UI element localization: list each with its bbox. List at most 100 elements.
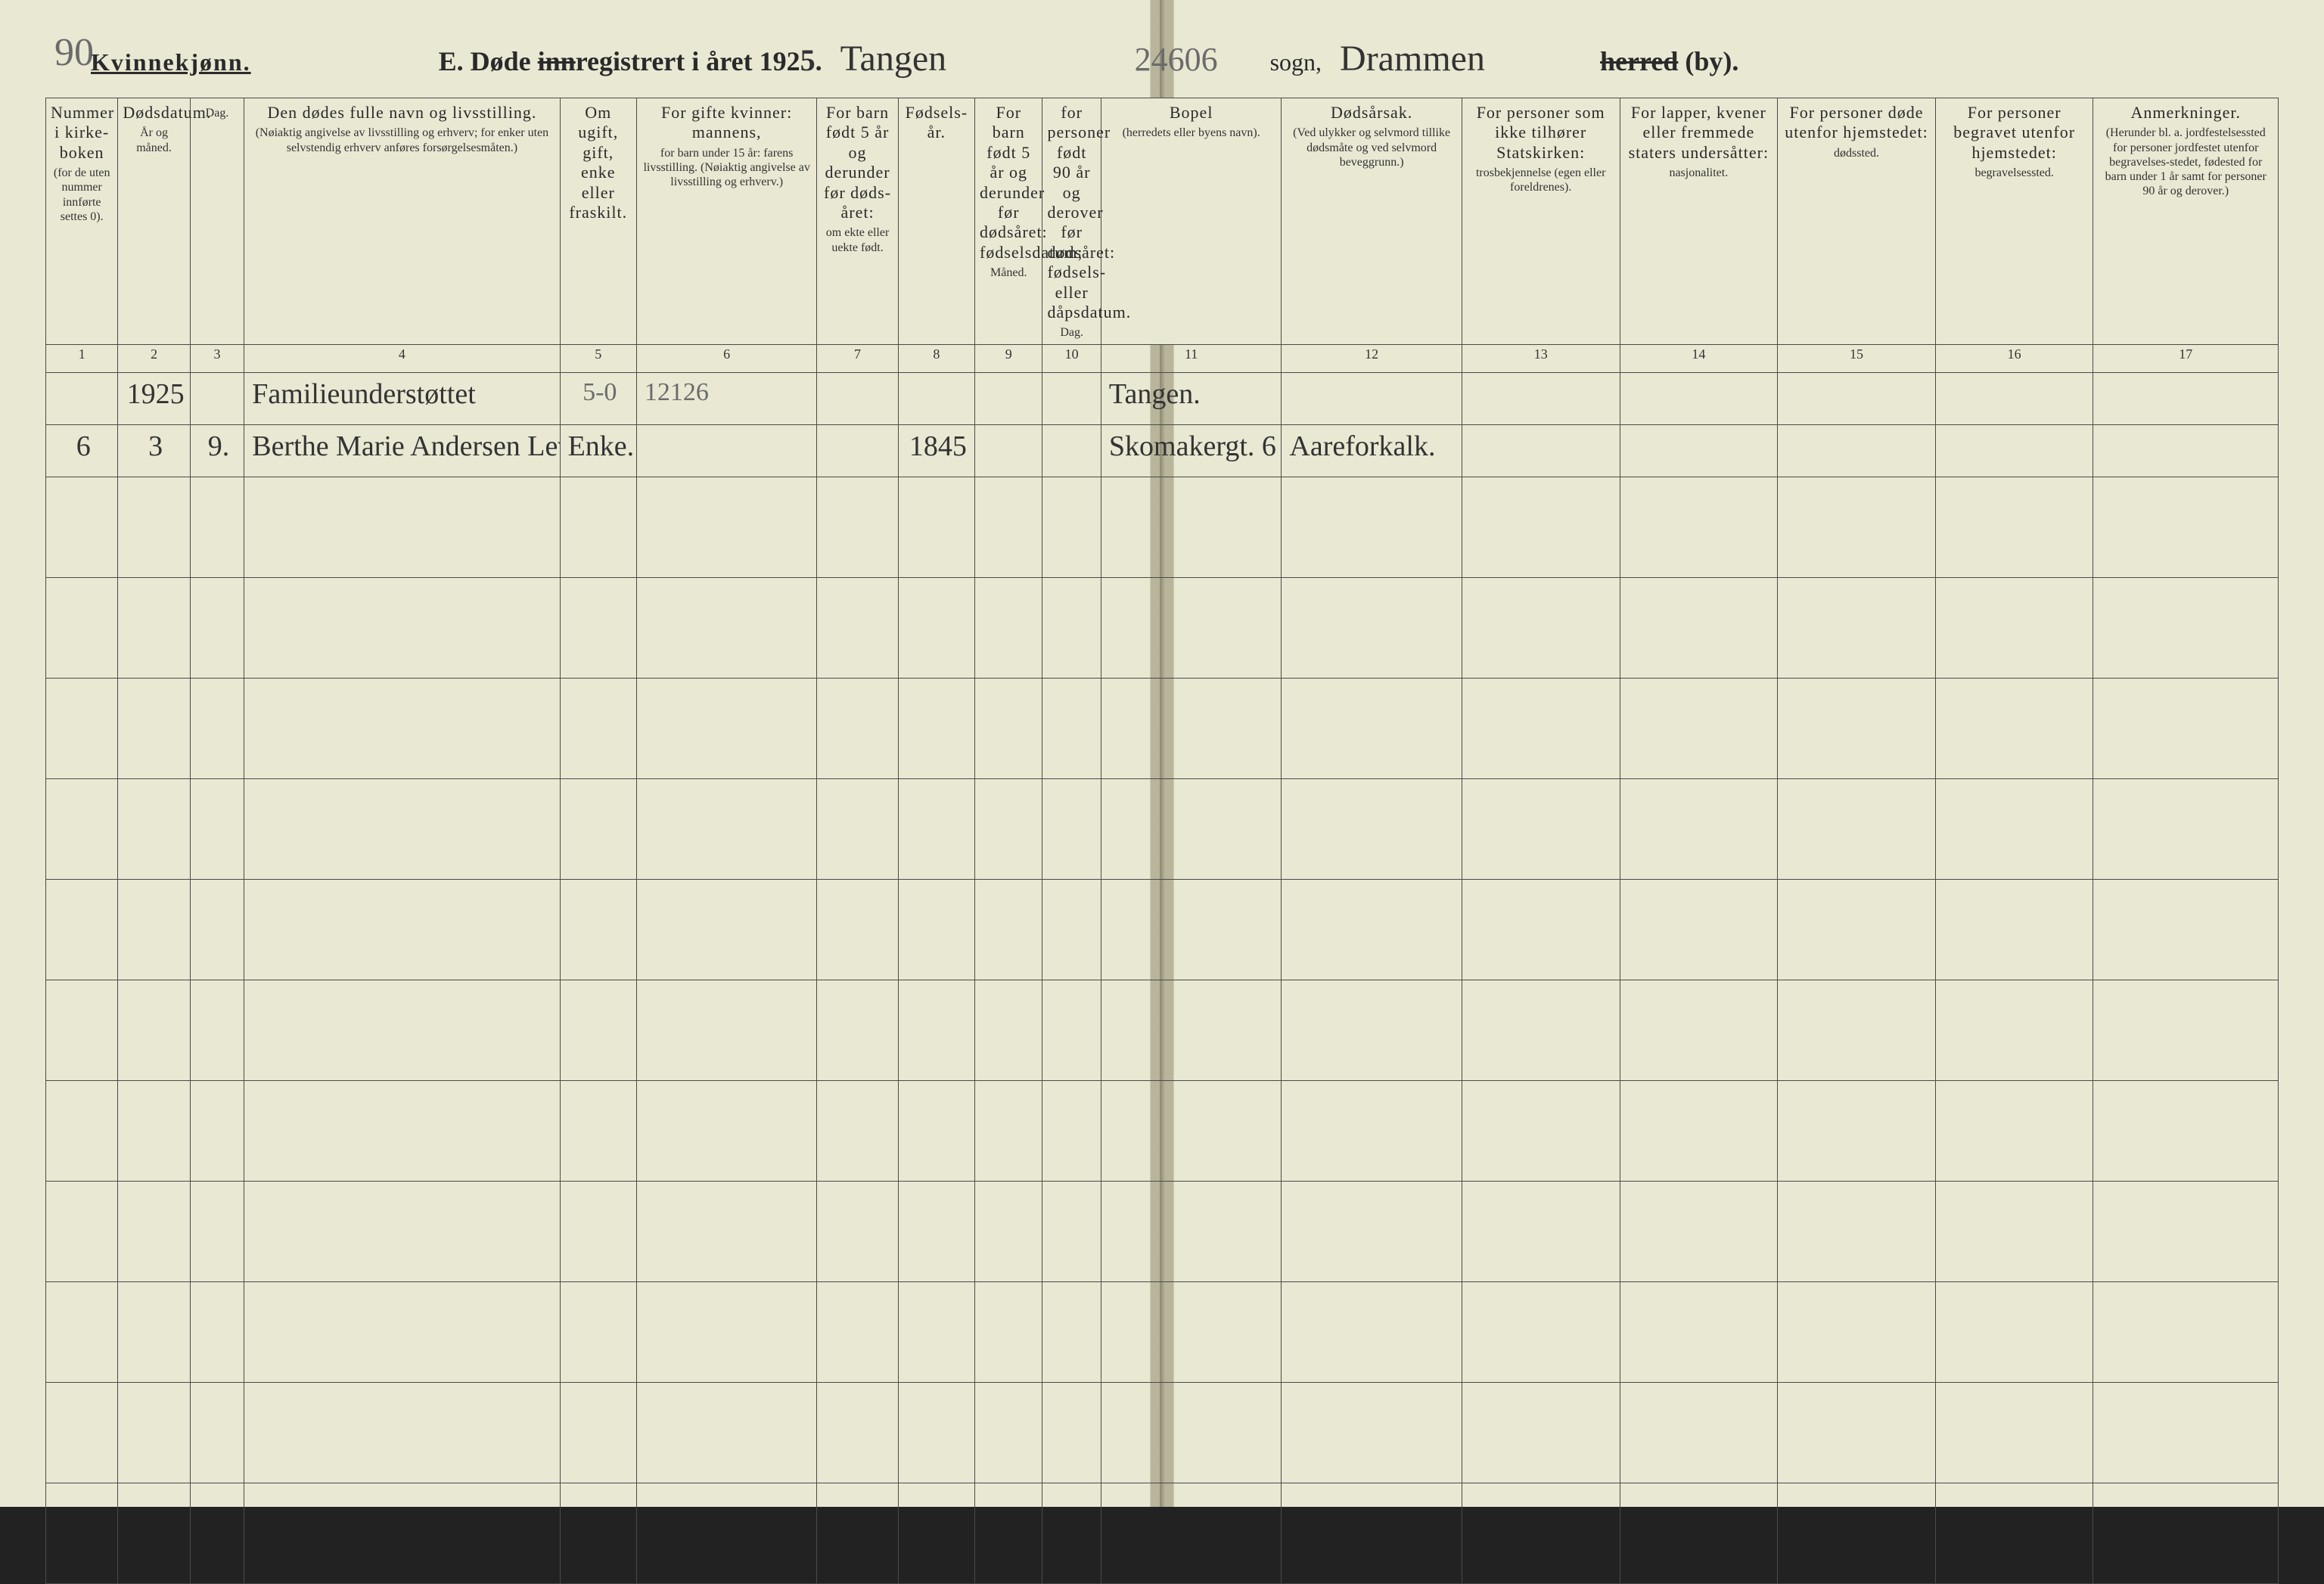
- blank-cell: [1620, 779, 1778, 880]
- blank-cell: [560, 1182, 636, 1282]
- cell-c8: 1845: [898, 425, 974, 477]
- blank-cell: [636, 1282, 816, 1383]
- col-header-6: For gifte kvinner: mannens,for barn unde…: [636, 98, 816, 345]
- cell-c6: [636, 425, 816, 477]
- col-header-2: Dødsdatum.År og måned.: [118, 98, 190, 345]
- cell-c5: 5-0: [560, 373, 636, 425]
- col-header-sub: (herredets eller byens navn).: [1106, 126, 1276, 140]
- header-line: Kvinnekjønn. E. Døde innregistrert i åre…: [45, 30, 2279, 79]
- blank-cell: [1101, 1483, 1281, 1584]
- col-header-15: For personer døde utenfor hjemstedet: død…: [1778, 98, 1936, 345]
- blank-cell: [1935, 779, 2093, 880]
- blank-cell: [1935, 1282, 2093, 1383]
- blank-cell: [118, 1483, 190, 1584]
- blank-cell: [898, 1383, 974, 1483]
- blank-cell: [817, 880, 898, 980]
- blank-cell: [636, 679, 816, 779]
- blank-cell: [817, 1282, 898, 1383]
- col-header-13: For personer som ikke tilhører Statskirk…: [1462, 98, 1620, 345]
- col-header-sub: (Ved ulykker og selvmord tillike dødsmåt…: [1286, 126, 1456, 169]
- cell-c13: [1462, 373, 1620, 425]
- blank-cell: [1935, 1081, 2093, 1182]
- blank-cell: [1620, 980, 1778, 1081]
- blank-cell: [636, 779, 816, 880]
- blank-cell: [975, 880, 1042, 980]
- blank-cell: [1935, 1383, 2093, 1483]
- blank-cell: [190, 1182, 244, 1282]
- col-header-sub: dødssted.: [1782, 146, 1931, 160]
- blank-cell: [1620, 1182, 1778, 1282]
- blank-cell: [1042, 980, 1101, 1081]
- blank-cell: [1935, 679, 2093, 779]
- title-punct: .: [816, 46, 822, 76]
- col-number: 14: [1620, 345, 1778, 373]
- blank-cell: [1620, 1081, 1778, 1182]
- col-header-main: Dødsårsak.: [1286, 103, 1456, 123]
- blank-cell: [1042, 779, 1101, 880]
- col-number: 17: [2093, 345, 2279, 373]
- sogn-value: Tangen: [840, 38, 1083, 79]
- blank-cell: [2093, 980, 2279, 1081]
- blank-row: [46, 477, 2279, 578]
- title-struck: inn: [538, 46, 576, 76]
- col-header-sub: nasjonalitet.: [1625, 166, 1773, 180]
- col-number: 16: [1935, 345, 2093, 373]
- col-number: 12: [1282, 345, 1462, 373]
- herred-label: herred (by).: [1600, 45, 1738, 77]
- blank-cell: [1778, 1182, 1936, 1282]
- blank-cell: [1778, 578, 1936, 679]
- col-header-main: Den dødes fulle navn og livsstilling.: [249, 103, 555, 123]
- blank-cell: [1042, 1383, 1101, 1483]
- col-header-main: For personer begravet utenfor hjemstedet…: [1940, 103, 2089, 163]
- blank-cell: [636, 1383, 816, 1483]
- blank-row: [46, 779, 2279, 880]
- col-number: 7: [817, 345, 898, 373]
- blank-cell: [636, 578, 816, 679]
- blank-cell: [817, 1081, 898, 1182]
- blank-cell: [817, 477, 898, 578]
- col-header-5: Om ugift, gift, enke eller fraskilt.: [560, 98, 636, 345]
- blank-cell: [1620, 880, 1778, 980]
- col-number: 4: [244, 345, 560, 373]
- blank-cell: [118, 880, 190, 980]
- cell-c12: [1282, 373, 1462, 425]
- cell-c9: [975, 425, 1042, 477]
- table-row: 639.Berthe Marie Andersen LevstølEnke.18…: [46, 425, 2279, 477]
- blank-cell: [1778, 880, 1936, 980]
- blank-row: [46, 1081, 2279, 1182]
- blank-cell: [898, 578, 974, 679]
- cell-c4: Familieunderstøttet: [244, 373, 560, 425]
- blank-cell: [118, 1081, 190, 1182]
- cell-c17: [2093, 425, 2279, 477]
- cell-c7: [817, 373, 898, 425]
- blank-cell: [560, 679, 636, 779]
- blank-row: [46, 1383, 2279, 1483]
- blank-cell: [1042, 1182, 1101, 1282]
- col-header-main: For personer døde utenfor hjemstedet:: [1782, 103, 1931, 143]
- table-head: Nummer i kirke-boken(for de uten nummer …: [46, 98, 2279, 345]
- blank-cell: [2093, 779, 2279, 880]
- blank-cell: [46, 1383, 118, 1483]
- blank-cell: [244, 1182, 560, 1282]
- col-header-17: Anmerkninger.(Herunder bl. a. jordfestel…: [2093, 98, 2279, 345]
- blank-cell: [817, 980, 898, 1081]
- blank-cell: [190, 578, 244, 679]
- blank-row: [46, 980, 2279, 1081]
- blank-cell: [817, 1483, 898, 1584]
- col-header-1: Nummer i kirke-boken(for de uten nummer …: [46, 98, 118, 345]
- cell-c11: Tangen.: [1101, 373, 1281, 425]
- blank-cell: [2093, 1483, 2279, 1584]
- col-header-sub: (for de uten nummer innførte settes 0).: [51, 166, 113, 224]
- cell-c7: [817, 425, 898, 477]
- col-header-main: for personer født 90 år og derover før d…: [1047, 103, 1095, 322]
- blank-cell: [1042, 1081, 1101, 1182]
- blank-cell: [1778, 679, 1936, 779]
- blank-cell: [636, 1182, 816, 1282]
- blank-cell: [1462, 880, 1620, 980]
- blank-cell: [118, 477, 190, 578]
- blank-cell: [636, 880, 816, 980]
- herred-struck: herred: [1600, 46, 1678, 76]
- col-number: 13: [1462, 345, 1620, 373]
- blank-cell: [118, 679, 190, 779]
- blank-cell: [46, 1282, 118, 1383]
